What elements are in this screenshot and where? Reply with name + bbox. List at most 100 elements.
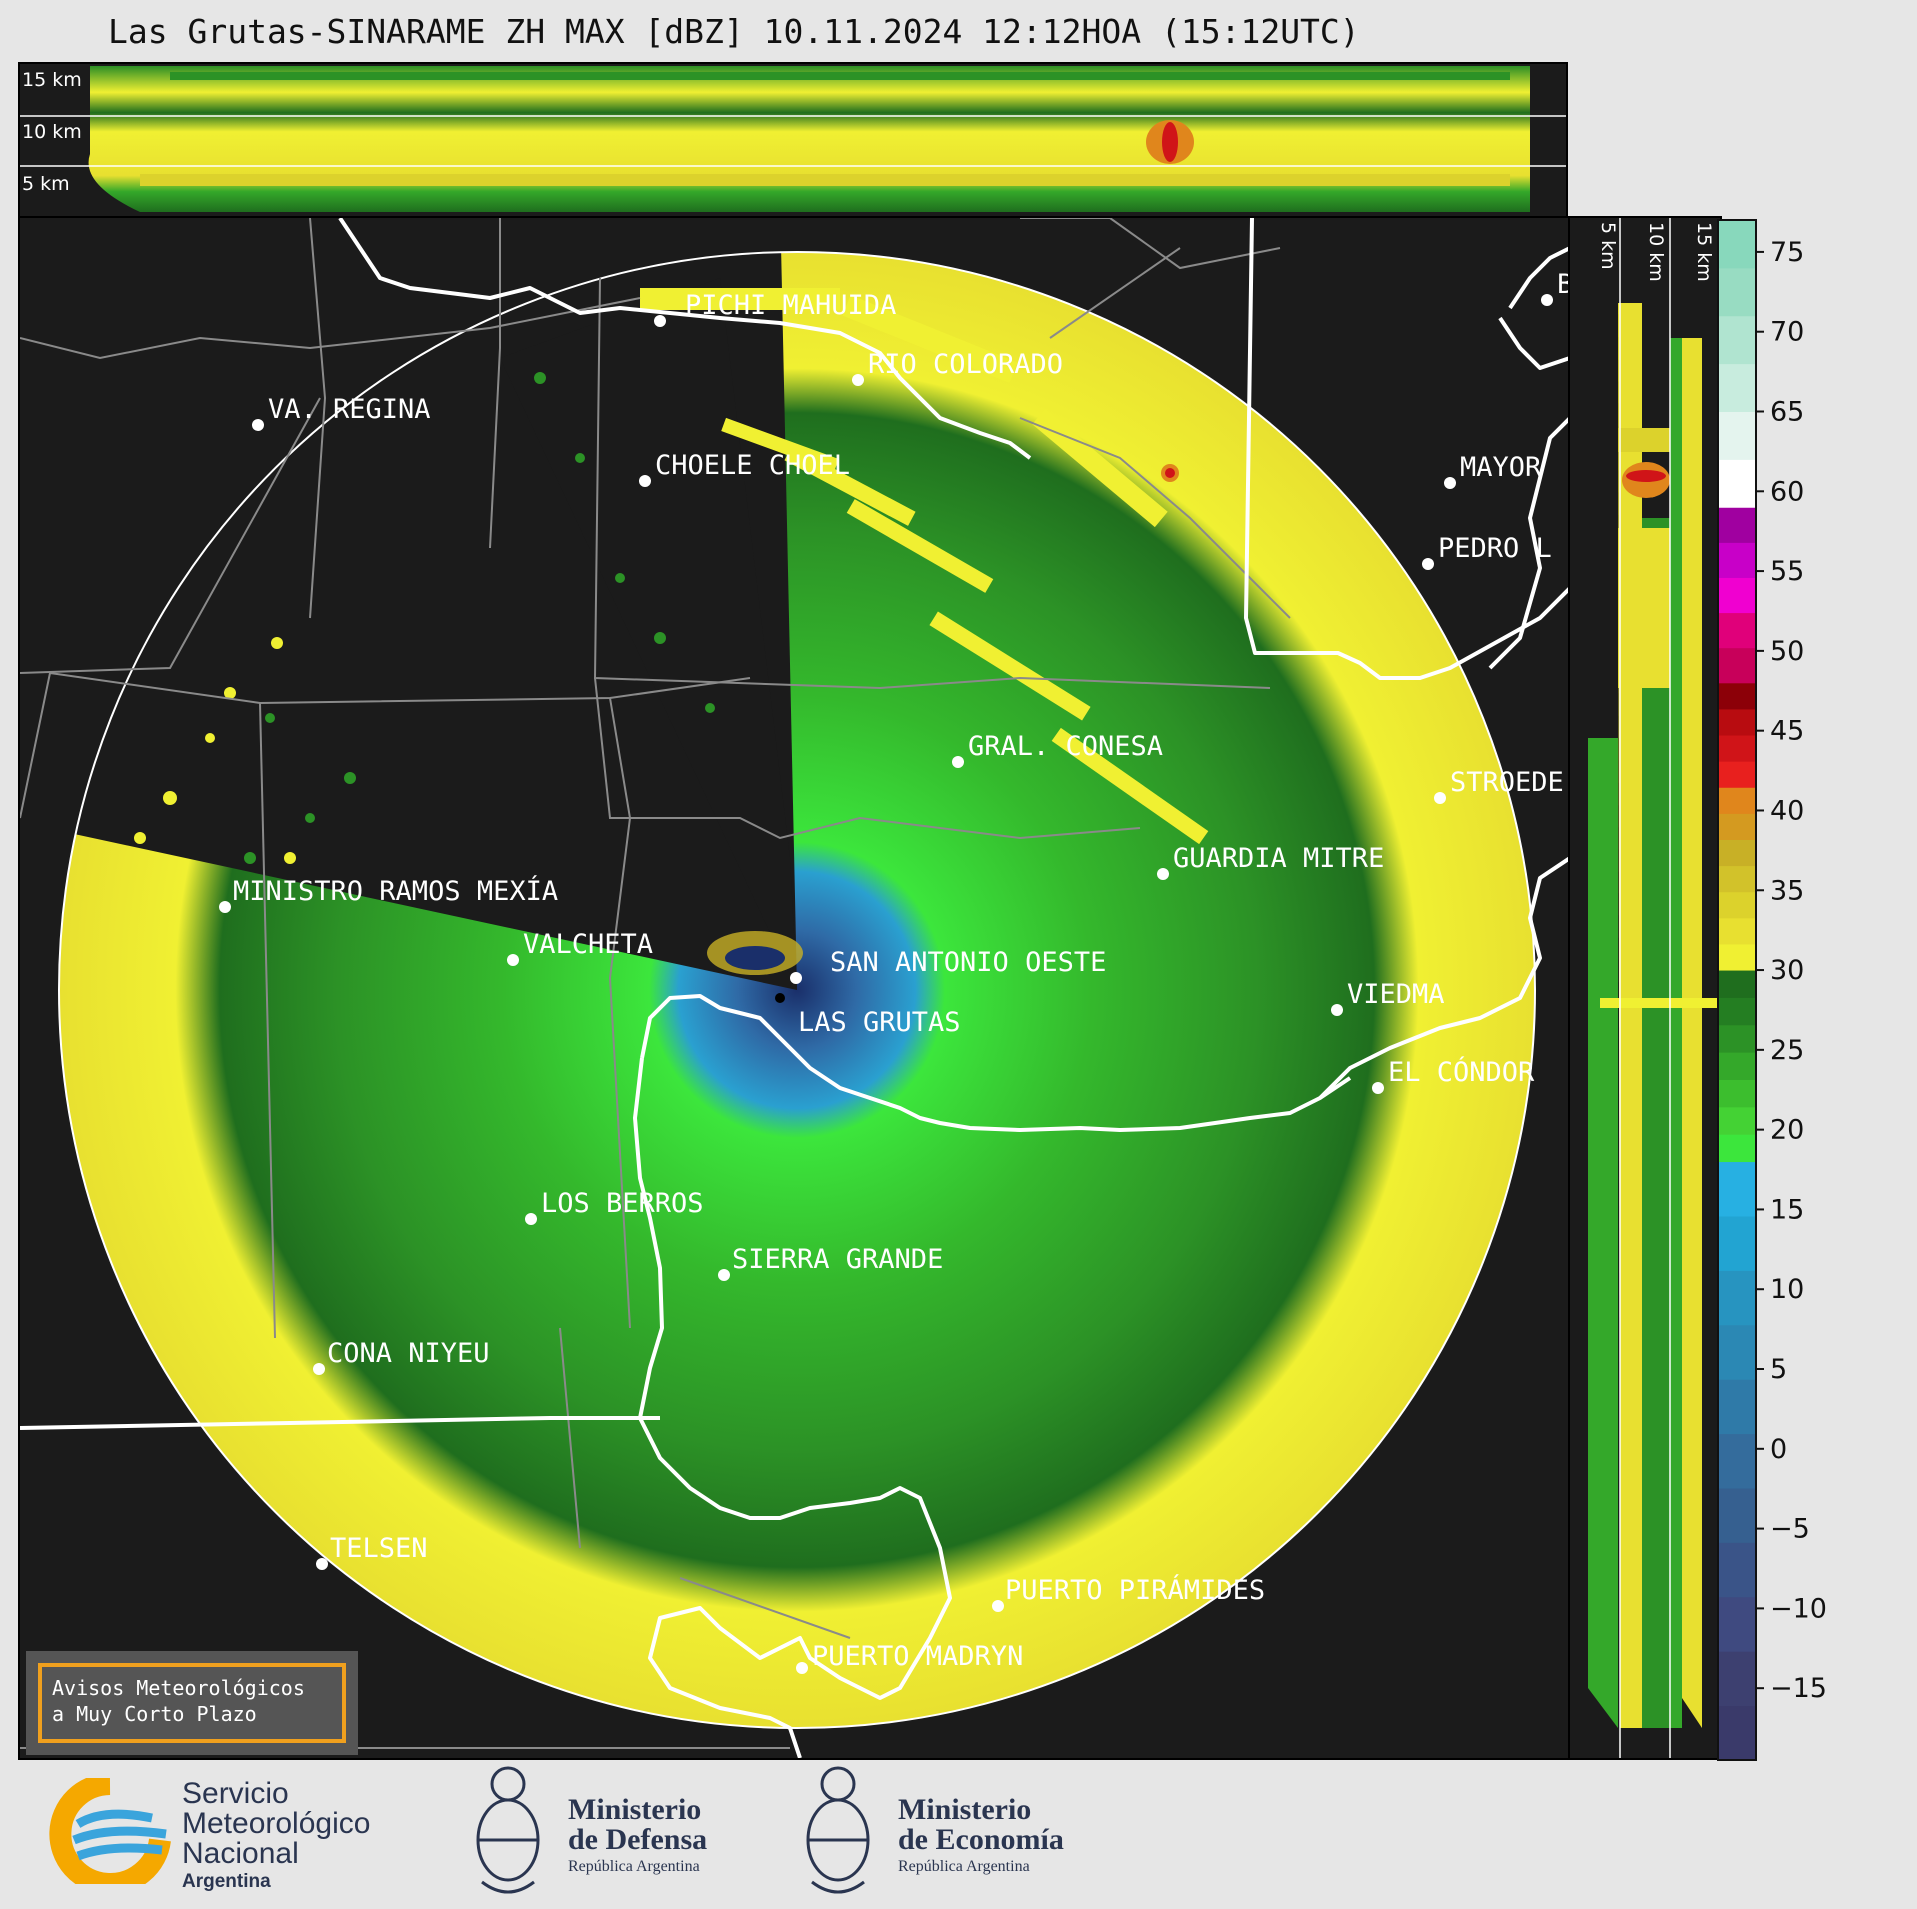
colorbar-band (1718, 1596, 1756, 1652)
locality-pichi-mahuida: PICHI MAHUIDA (685, 290, 896, 321)
map-panel: PICHI MAHUIDA RIO COLORADO VA. REGINA CH… (18, 216, 1570, 1760)
top-profile-band-upper (170, 72, 1510, 80)
locality-pedro-l: PEDRO L (1438, 533, 1552, 564)
defensa-line-3: República Argentina (568, 1858, 700, 1875)
colorbar-band (1718, 997, 1756, 1026)
top-profile-band-lower (140, 174, 1510, 186)
locality-sierra-grande: SIERRA GRANDE (732, 1244, 943, 1275)
top-alt-label-10: 10 km (22, 121, 82, 143)
locality-valcheta: VALCHETA (523, 929, 653, 960)
radar-map: PICHI MAHUIDA RIO COLORADO VA. REGINA CH… (20, 218, 1570, 1758)
locality-telsen: TELSEN (330, 1533, 428, 1564)
colorbar-band (1718, 917, 1756, 945)
locality-mayor: MAYOR (1460, 452, 1542, 483)
colorbar-tick-label: 15 (1770, 1194, 1804, 1225)
colorbar-tick-label: 20 (1770, 1115, 1804, 1146)
defensa-line-1: Ministerio (568, 1793, 702, 1826)
top-alt-label-15: 15 km (22, 69, 82, 91)
colorbar-band (1718, 1324, 1756, 1380)
smn-logo-icon (49, 1778, 171, 1884)
alert-line-2: a Muy Corto Plazo (52, 1702, 257, 1726)
colorbar-band (1718, 1270, 1756, 1326)
colorbar-tick-label: 5 (1770, 1354, 1787, 1385)
colorbar-tick-label: 10 (1770, 1274, 1804, 1305)
top-profile-echo (88, 66, 1531, 212)
colorbar-tick-label: 0 (1770, 1434, 1787, 1465)
economia-line-2: de Economía (898, 1823, 1064, 1856)
economia-name: Ministerio de Economía República Argenti… (898, 1795, 1064, 1879)
top-alt-label-5: 5 km (22, 173, 70, 195)
locality-cona-niyeu: CONA NIYEU (327, 1338, 490, 1369)
top-profile-cell-red (1162, 122, 1178, 162)
colorbar-band (1718, 459, 1756, 508)
locality-guardia-mitre: GUARDIA MITRE (1173, 843, 1384, 874)
colorbar-band (1718, 315, 1756, 365)
smn-line-4: Argentina (182, 1871, 271, 1892)
colorbar-band (1718, 577, 1756, 614)
alert-line-1: Avisos Meteorológicos (52, 1676, 305, 1700)
colorbar-band (1718, 1705, 1756, 1761)
locality-ministro-ramos-mexia: MINISTRO RAMOS MEXÍA (233, 875, 558, 907)
province-boundaries (20, 218, 1568, 1758)
locality-gral-conesa: GRAL. CONESA (968, 731, 1163, 762)
side-profile-cell-red (1626, 470, 1666, 482)
colorbar-bands (1718, 220, 1756, 1761)
colorbar-band (1718, 542, 1756, 578)
radar-range-ring (58, 251, 1536, 1729)
colorbar-band (1718, 813, 1756, 840)
locality-layer: PICHI MAHUIDA RIO COLORADO VA. REGINA CH… (219, 269, 1570, 1674)
colorbar-band (1718, 1024, 1756, 1053)
locality-rio-colorado: RIO COLORADO (868, 349, 1063, 380)
colorbar-band (1718, 708, 1756, 736)
colorbar-band (1718, 735, 1756, 762)
smn-name: Servicio Meteorológico Nacional Argentin… (182, 1779, 370, 1895)
locality-puerto-madryn: PUERTO MADRYN (812, 1641, 1023, 1672)
chart-title: Las Grutas-SINARAME ZH MAX [dBZ] 10.11.2… (108, 12, 1360, 51)
side-alt-label-10: 10 km (1645, 222, 1667, 282)
colorbar-band (1718, 1052, 1756, 1080)
colorbar-band (1718, 1651, 1756, 1707)
colorbar-band (1718, 1079, 1756, 1108)
colorbar-band (1718, 220, 1756, 269)
defensa-name: Ministerio de Defensa República Argentin… (568, 1795, 707, 1879)
colorbar-tick-label: 55 (1770, 556, 1804, 587)
locality-san-antonio-oeste: SAN ANTONIO OESTE (830, 947, 1106, 978)
colorbar-band (1718, 507, 1756, 543)
economia-line-1: Ministerio (898, 1793, 1032, 1826)
side-alt-label-15: 15 km (1693, 222, 1715, 282)
defensa-coat-of-arms-icon (476, 1766, 540, 1894)
colorbar-tick-label: 60 (1770, 476, 1804, 507)
locality-los-berros: LOS BERROS (541, 1188, 704, 1219)
top-profile-panel: 15 km 10 km 5 km (18, 62, 1568, 218)
side-profile-panel: 5 km 10 km 15 km (1568, 216, 1722, 1760)
economia-coat-of-arms-icon (806, 1766, 870, 1894)
colorbar-band (1718, 411, 1756, 460)
top-profile-plot: 15 km 10 km 5 km (20, 66, 1566, 212)
colorbar-tick-label: 45 (1770, 716, 1804, 747)
colorbar-band (1718, 1215, 1756, 1271)
locality-b: B (1557, 269, 1570, 300)
locality-las-grutas: LAS GRUTAS (798, 1007, 961, 1038)
colorbar-band (1718, 1542, 1756, 1598)
colorbar-tick-label: 65 (1770, 397, 1804, 428)
defensa-line-2: de Defensa (568, 1823, 708, 1856)
colorbar-band (1718, 787, 1756, 814)
colorbar-tick-label: 25 (1770, 1035, 1804, 1066)
locality-puerto-piramides: PUERTO PIRÁMIDES (1005, 1574, 1265, 1606)
locality-choele-choel: CHOELE CHOEL (655, 450, 850, 481)
colorbar-band (1718, 865, 1756, 893)
alert-box[interactable]: Avisos Meteorológicos a Muy Corto Plazo (26, 1651, 358, 1755)
colorbar-band (1718, 612, 1756, 649)
smn-line-3: Nacional (182, 1837, 299, 1870)
smn-line-2: Meteorológico (182, 1807, 371, 1840)
locality-viedma: VIEDMA (1347, 979, 1445, 1010)
colorbar-tick-label: 70 (1770, 317, 1804, 348)
side-profile-plot: 5 km 10 km 15 km (1588, 218, 1720, 1758)
colorbar-tick-label: 30 (1770, 955, 1804, 986)
locality-el-condor: EL CÓNDOR (1388, 1056, 1535, 1088)
colorbar-tick-label: 75 (1770, 237, 1804, 268)
economia-line-3: República Argentina (898, 1858, 1030, 1875)
side-alt-label-5: 5 km (1597, 222, 1619, 270)
